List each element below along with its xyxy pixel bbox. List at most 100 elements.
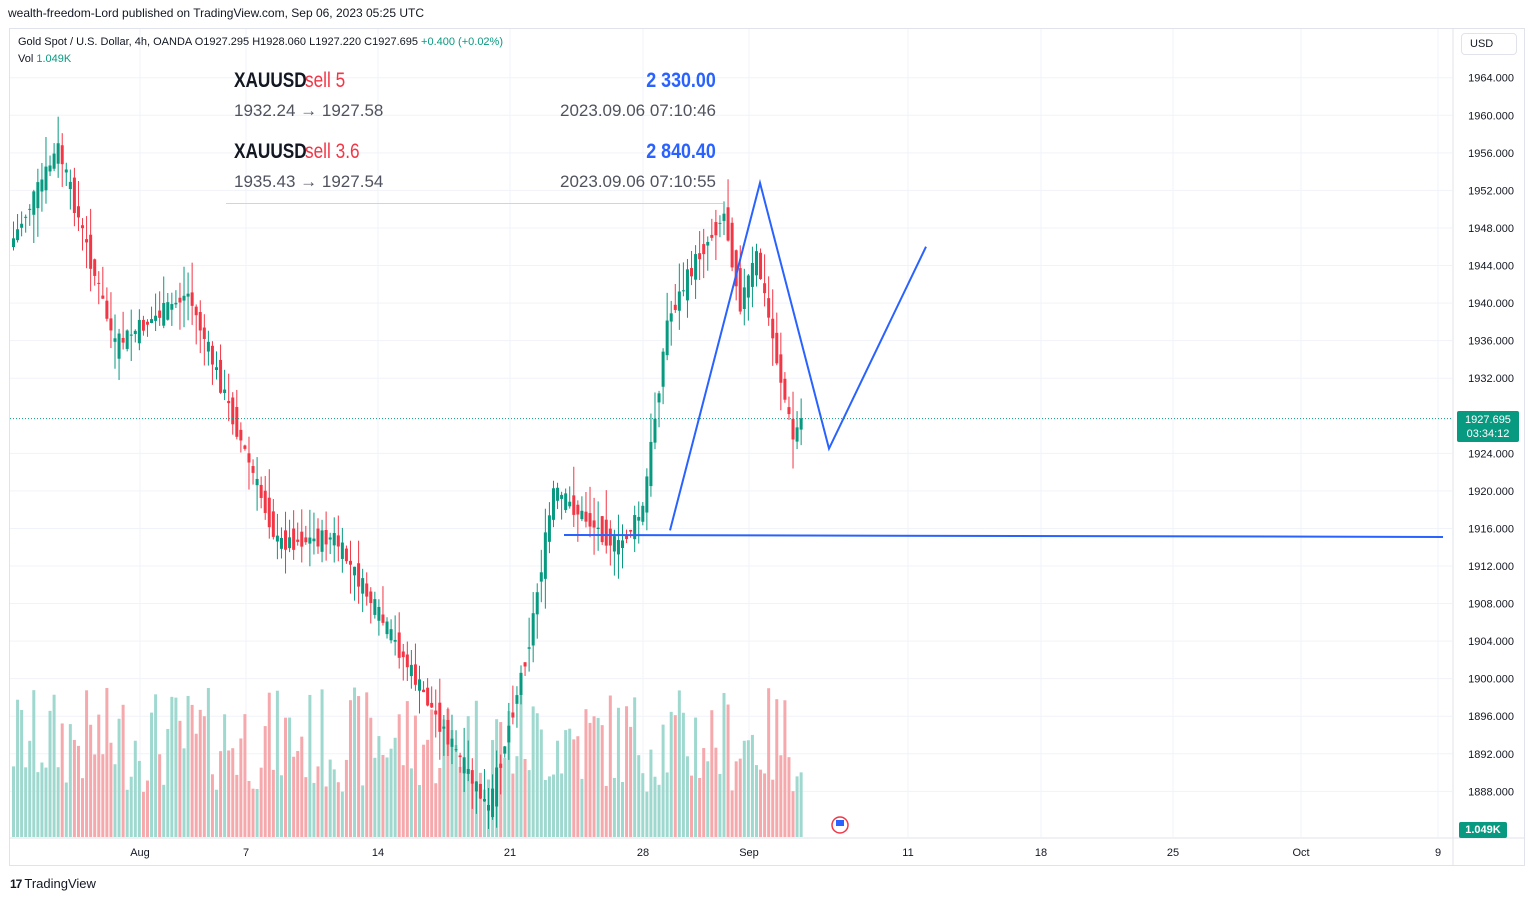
volume-bar [629, 726, 633, 837]
volume-bar [418, 784, 421, 837]
open-value: O1927.295 [194, 36, 250, 48]
volume-bar [324, 786, 328, 837]
candle-body [503, 746, 507, 754]
candle-body [235, 407, 239, 437]
candle-body [129, 334, 133, 336]
candle-body [499, 763, 503, 768]
candle-body [263, 490, 267, 513]
volume-bar [791, 791, 795, 837]
volume-bar [97, 714, 101, 837]
candle-body [466, 768, 470, 774]
volume-bar [275, 690, 279, 837]
volume-bar [304, 777, 308, 837]
candle-body [535, 592, 539, 615]
volume-bar [105, 687, 109, 837]
volume-bar [677, 690, 681, 837]
volume-bar [381, 754, 385, 837]
candle-body [551, 488, 555, 520]
volume-bar [247, 780, 251, 837]
volume-bar [426, 739, 430, 837]
candle-body [12, 238, 15, 248]
candle-body [442, 726, 446, 729]
time-tick-label: 28 [637, 847, 649, 859]
candle-body [543, 532, 547, 579]
volume-bar [625, 706, 629, 837]
candle-body [641, 505, 645, 522]
drawings[interactable] [563, 178, 1444, 834]
volume-bar [20, 709, 24, 837]
candle-body [706, 241, 710, 246]
volume-bar [714, 747, 718, 837]
volume-bar [450, 730, 454, 837]
volume-bar [259, 767, 263, 837]
candle-body [519, 672, 523, 695]
tradingview-brand[interactable]: 17 TradingView [10, 876, 96, 891]
volume-bar [750, 734, 754, 837]
volume-bar [117, 718, 121, 837]
candle-body [539, 572, 543, 582]
time-tick-label: 7 [243, 847, 249, 859]
candle-body [515, 695, 519, 704]
candle-body [568, 501, 572, 507]
candle-body [661, 351, 665, 387]
published-by-text: wealth-freedom-Lord published on Trading… [8, 6, 425, 20]
volume-bar [446, 708, 450, 837]
candle-body [625, 534, 629, 540]
volume-bar [219, 751, 223, 837]
candle-body [44, 166, 48, 191]
volume-bar [279, 775, 283, 837]
time-tick-label: 9 [1435, 847, 1441, 859]
candle-body [247, 453, 251, 463]
volume-bar [316, 766, 320, 837]
volume-bar [592, 716, 596, 837]
volume-bar [633, 697, 637, 837]
volume-bar [186, 695, 190, 837]
volume-bar [641, 773, 645, 837]
candle-body [154, 315, 158, 321]
low-value: L1927.220 [309, 36, 362, 48]
volume-bar [121, 704, 125, 837]
candle-body [32, 191, 36, 215]
volume-bar [64, 782, 68, 837]
volume-bar [170, 696, 174, 837]
volume-bar [779, 755, 783, 837]
volume-bar [409, 768, 413, 837]
candle-body [113, 338, 117, 342]
candle-body [344, 548, 348, 562]
volume-bar [690, 775, 694, 837]
candle-body [771, 318, 775, 339]
volume-bar [377, 736, 381, 837]
volume-bar [681, 712, 685, 837]
currency-button[interactable]: USD [1461, 33, 1517, 55]
price-tick-label: 1948.000 [1468, 223, 1514, 235]
candle-body [446, 719, 450, 745]
volume-bar [328, 759, 332, 837]
volume-bar [312, 782, 316, 837]
candle-body [487, 805, 491, 811]
candle-body [750, 262, 754, 287]
candle-body [604, 519, 608, 546]
candle-body [556, 487, 560, 501]
candle-body [718, 222, 722, 224]
candle-body [72, 177, 76, 214]
volume-bar [673, 715, 677, 837]
volume-bar [649, 749, 653, 837]
trade-prices: 1932.24 → 1927.58 [234, 101, 384, 120]
candle-body [621, 540, 624, 549]
candle-body [422, 689, 426, 693]
volume-value: 1.049K [36, 53, 72, 65]
volume-bar [332, 769, 336, 837]
trade-prices: 1935.43 → 1927.54 [234, 172, 384, 191]
candle-body [304, 537, 308, 543]
volume-bar [738, 758, 742, 837]
candle-body [324, 529, 328, 545]
candle-body [162, 302, 166, 326]
volume-bar [458, 766, 462, 837]
candle-body [20, 223, 24, 228]
volume-bar [397, 714, 401, 837]
volume-bar [535, 713, 539, 837]
volume-bar [141, 791, 145, 837]
volume-bar [190, 704, 194, 837]
price-tick-label: 1952.000 [1468, 185, 1514, 197]
